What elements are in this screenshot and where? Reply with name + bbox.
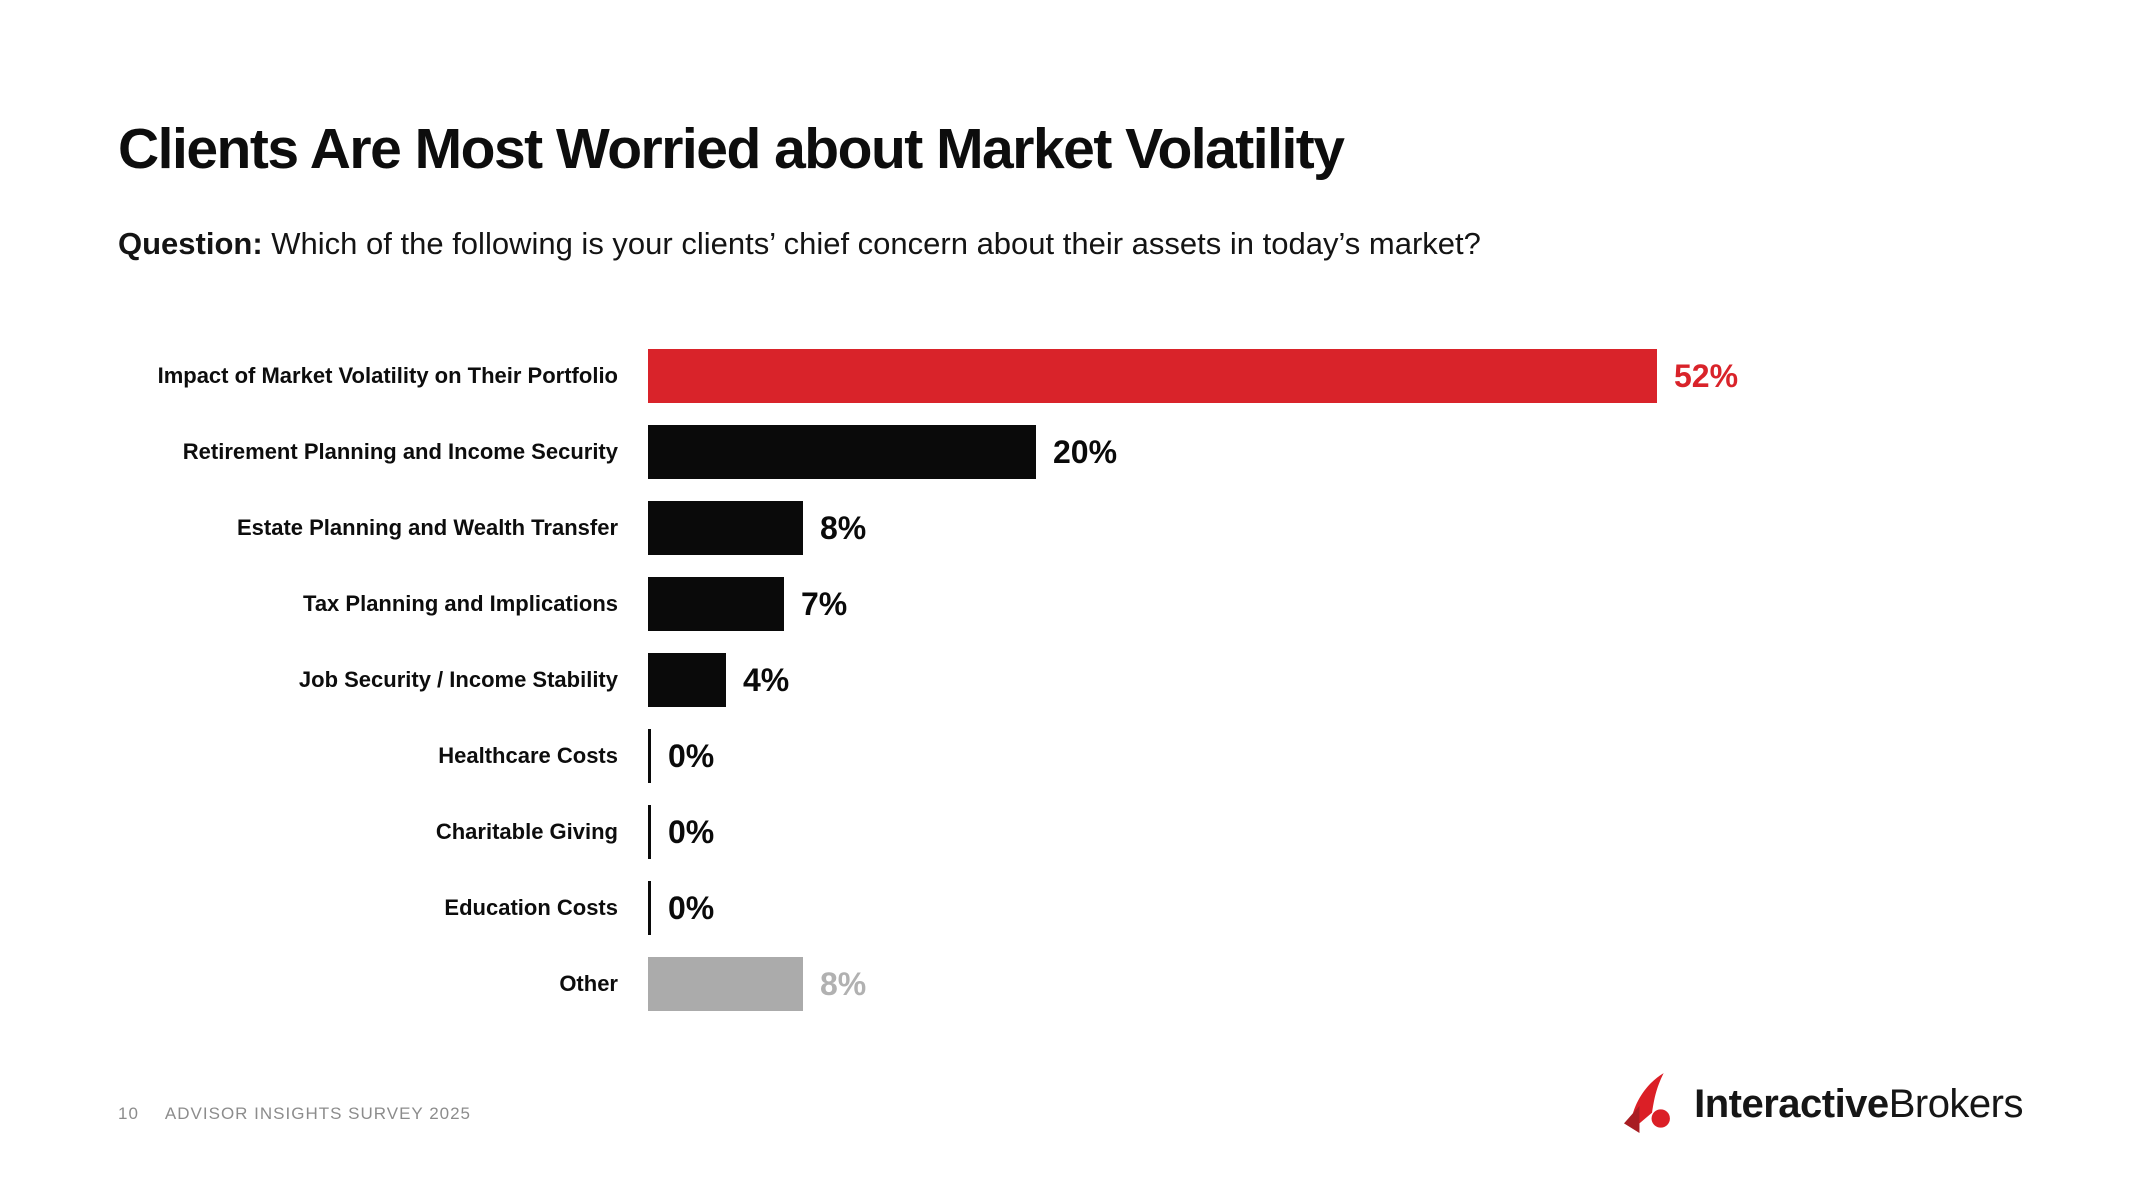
brand-word-brokers: Brokers	[1888, 1081, 2024, 1126]
value-label: 7%	[801, 585, 848, 622]
value-label: 4%	[743, 661, 790, 698]
category-label: Other	[559, 971, 618, 996]
bar	[648, 881, 651, 935]
bar	[648, 577, 784, 631]
bar-area: 8%	[648, 490, 866, 566]
chart-row: Education Costs 0%	[0, 870, 2133, 946]
brand-wordmark: InteractiveBrokers	[1694, 1082, 2023, 1127]
value-label: 52%	[1674, 357, 1739, 394]
question-text: Which of the following is your clients’ …	[262, 226, 1481, 261]
bar-area: 52%	[648, 338, 1738, 414]
value-label: 8%	[820, 509, 867, 546]
bar-chart: Impact of Market Volatility on Their Por…	[0, 338, 2133, 1022]
category-label: Education Costs	[444, 895, 618, 920]
bar-area: 8%	[648, 946, 866, 1022]
chart-row: Healthcare Costs 0%	[0, 718, 2133, 794]
bar-area: 20%	[648, 414, 1117, 490]
chart-row: Impact of Market Volatility on Their Por…	[0, 338, 2133, 414]
bar	[648, 805, 651, 859]
bar	[648, 349, 1657, 403]
chart-row: Charitable Giving 0%	[0, 794, 2133, 870]
bar-area: 4%	[648, 642, 789, 718]
bar	[648, 501, 803, 555]
bar	[648, 425, 1036, 479]
chart-row: Tax Planning and Implications 7%	[0, 566, 2133, 642]
chart-row: Estate Planning and Wealth Transfer 8%	[0, 490, 2133, 566]
brand-flame-icon	[1624, 1073, 1670, 1133]
category-label: Charitable Giving	[435, 819, 618, 844]
bar-area: 0%	[648, 794, 714, 870]
footer: 10 ADVISOR INSIGHTS SURVEY 2025	[118, 1104, 471, 1124]
value-label: 20%	[1053, 433, 1118, 470]
category-label: Healthcare Costs	[438, 743, 618, 768]
interactive-brokers-logo: InteractiveBrokers	[1624, 1072, 2024, 1136]
survey-label: ADVISOR INSIGHTS SURVEY 2025	[164, 1104, 472, 1123]
chart-row: Retirement Planning and Income Security 2…	[0, 414, 2133, 490]
bar	[648, 957, 803, 1011]
bar-area: 7%	[648, 566, 847, 642]
category-label: Tax Planning and Implications	[303, 591, 618, 616]
value-label: 0%	[668, 737, 715, 774]
category-label: Estate Planning and Wealth Transfer	[236, 515, 618, 540]
bar	[648, 729, 651, 783]
value-label: 8%	[820, 965, 867, 1002]
page-title: Clients Are Most Worried about Market Vo…	[118, 117, 1345, 181]
value-label: 0%	[668, 813, 715, 850]
chart-row: Other 8%	[0, 946, 2133, 1022]
category-label: Retirement Planning and Income Security	[182, 439, 618, 464]
chart-row: Job Security / Income Stability 4%	[0, 642, 2133, 718]
brand-word-interactive: Interactive	[1694, 1081, 1889, 1126]
page-number: 10	[118, 1104, 139, 1123]
value-label: 0%	[668, 889, 715, 926]
question-label: Question:	[118, 226, 263, 261]
bar-area: 0%	[648, 718, 714, 794]
bar-area: 0%	[648, 870, 714, 946]
category-label: Job Security / Income Stability	[298, 667, 618, 692]
category-label: Impact of Market Volatility on Their Por…	[157, 363, 618, 388]
question-line: Question: Which of the following is your…	[118, 226, 1481, 262]
bar	[648, 653, 726, 707]
